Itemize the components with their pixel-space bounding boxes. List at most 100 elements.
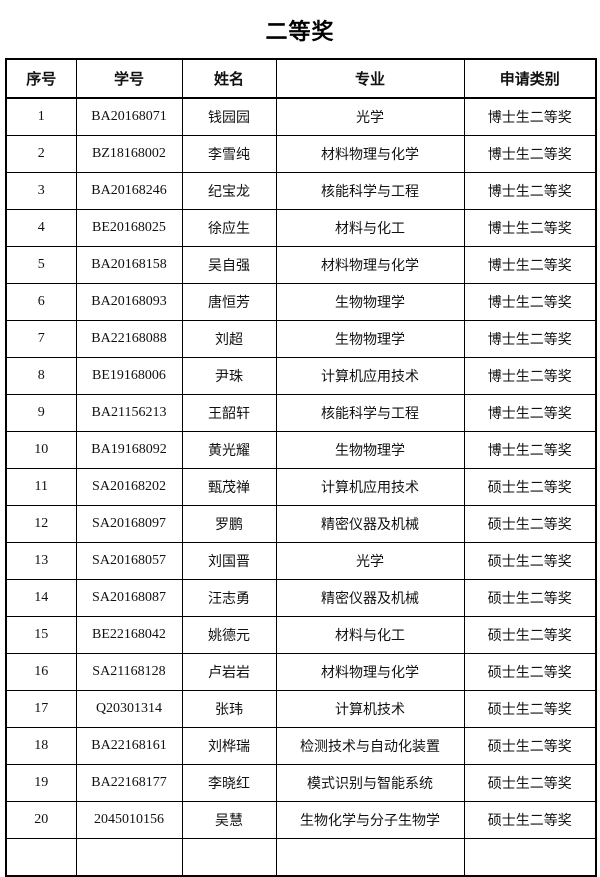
cell-category: 博士生二等奖 xyxy=(463,209,597,247)
cell-student-id: SA20168057 xyxy=(75,542,183,580)
cell-index: 8 xyxy=(5,357,77,395)
cell-index: 17 xyxy=(5,690,77,728)
cell-major: 计算机应用技术 xyxy=(275,468,465,506)
cell-category: 博士生二等奖 xyxy=(463,97,597,136)
cell-student-id: BE22168042 xyxy=(75,616,183,654)
cell-major: 材料与化工 xyxy=(275,616,465,654)
cell-category: 博士生二等奖 xyxy=(463,246,597,284)
cell-name: 卢岩岩 xyxy=(181,653,277,691)
cell-index: 6 xyxy=(5,283,77,321)
cell-major: 精密仪器及机械 xyxy=(275,505,465,543)
cell-category: 博士生二等奖 xyxy=(463,135,597,173)
cell-name xyxy=(181,838,277,877)
cell-name: 王韶轩 xyxy=(181,394,277,432)
cell-index: 12 xyxy=(5,505,77,543)
column-header-student-id: 学号 xyxy=(75,58,183,99)
cell-name: 纪宝龙 xyxy=(181,172,277,210)
cell-student-id: Q20301314 xyxy=(75,690,183,728)
table-row: 13 SA20168057 刘国晋 光学 硕士生二等奖 xyxy=(5,542,597,580)
cell-student-id: 2045010156 xyxy=(75,801,183,839)
cell-name: 汪志勇 xyxy=(181,579,277,617)
cell-index: 9 xyxy=(5,394,77,432)
cell-major: 生物物理学 xyxy=(275,283,465,321)
cell-category: 博士生二等奖 xyxy=(463,172,597,210)
cell-student-id: BE19168006 xyxy=(75,357,183,395)
table-row: 14 SA20168087 汪志勇 精密仪器及机械 硕士生二等奖 xyxy=(5,579,597,617)
cell-major: 精密仪器及机械 xyxy=(275,579,465,617)
cell-major: 检测技术与自动化装置 xyxy=(275,727,465,765)
table-row: 12 SA20168097 罗鹏 精密仪器及机械 硕士生二等奖 xyxy=(5,505,597,543)
cell-student-id: BA20168246 xyxy=(75,172,183,210)
cell-index: 7 xyxy=(5,320,77,358)
column-header-name: 姓名 xyxy=(181,58,277,99)
cell-student-id: SA20168097 xyxy=(75,505,183,543)
page-title: 二等奖 xyxy=(265,19,335,44)
cell-student-id: BA21156213 xyxy=(75,394,183,432)
table-row: 18 BA22168161 刘桦瑞 检测技术与自动化装置 硕士生二等奖 xyxy=(5,727,597,765)
cell-index: 16 xyxy=(5,653,77,691)
cell-category: 硕士生二等奖 xyxy=(463,616,597,654)
column-header-major: 专业 xyxy=(275,58,465,99)
cell-name: 李雪纯 xyxy=(181,135,277,173)
cell-category: 博士生二等奖 xyxy=(463,394,597,432)
cell-category: 硕士生二等奖 xyxy=(463,579,597,617)
cell-student-id: BA19168092 xyxy=(75,431,183,469)
cell-student-id: SA20168202 xyxy=(75,468,183,506)
cell-category: 硕士生二等奖 xyxy=(463,690,597,728)
cell-major: 生物物理学 xyxy=(275,320,465,358)
cell-student-id xyxy=(75,838,183,877)
cell-category: 博士生二等奖 xyxy=(463,320,597,358)
cell-category: 博士生二等奖 xyxy=(463,357,597,395)
table-row: 10 BA19168092 黄光耀 生物物理学 博士生二等奖 xyxy=(5,431,597,469)
table-header-row: 序号 学号 姓名 专业 申请类别 xyxy=(5,58,597,99)
table-row: 7 BA22168088 刘超 生物物理学 博士生二等奖 xyxy=(5,320,597,358)
column-header-category: 申请类别 xyxy=(463,58,597,99)
cell-name: 尹珠 xyxy=(181,357,277,395)
cell-name: 唐恒芳 xyxy=(181,283,277,321)
cell-student-id: SA20168087 xyxy=(75,579,183,617)
cell-category: 博士生二等奖 xyxy=(463,283,597,321)
cell-major: 生物化学与分子生物学 xyxy=(275,801,465,839)
table-row: 4 BE20168025 徐应生 材料与化工 博士生二等奖 xyxy=(5,209,597,247)
table-row: 2 BZ18168002 李雪纯 材料物理与化学 博士生二等奖 xyxy=(5,135,597,173)
cell-category: 硕士生二等奖 xyxy=(463,801,597,839)
cell-student-id: BA22168177 xyxy=(75,764,183,802)
table-row: 1 BA20168071 钱园园 光学 博士生二等奖 xyxy=(5,97,597,136)
cell-index: 15 xyxy=(5,616,77,654)
cell-index: 20 xyxy=(5,801,77,839)
cell-name: 吴慧 xyxy=(181,801,277,839)
cell-name: 罗鹏 xyxy=(181,505,277,543)
table-row: 17 Q20301314 张玮 计算机技术 硕士生二等奖 xyxy=(5,690,597,728)
cell-index: 11 xyxy=(5,468,77,506)
cell-student-id: BA20168158 xyxy=(75,246,183,284)
cell-category xyxy=(463,838,597,877)
cell-major: 计算机技术 xyxy=(275,690,465,728)
table-row: 11 SA20168202 甄茂禅 计算机应用技术 硕士生二等奖 xyxy=(5,468,597,506)
table-row: 19 BA22168177 李晓红 模式识别与智能系统 硕士生二等奖 xyxy=(5,764,597,802)
cell-category: 硕士生二等奖 xyxy=(463,727,597,765)
cell-name: 甄茂禅 xyxy=(181,468,277,506)
table-row: 6 BA20168093 唐恒芳 生物物理学 博士生二等奖 xyxy=(5,283,597,321)
cell-index: 14 xyxy=(5,579,77,617)
cell-major: 核能科学与工程 xyxy=(275,394,465,432)
cell-index: 5 xyxy=(5,246,77,284)
table-row: 9 BA21156213 王韶轩 核能科学与工程 博士生二等奖 xyxy=(5,394,597,432)
cell-name: 徐应生 xyxy=(181,209,277,247)
cell-index: 2 xyxy=(5,135,77,173)
cell-name: 钱园园 xyxy=(181,97,277,136)
cell-major: 材料物理与化学 xyxy=(275,135,465,173)
table-body: 1 BA20168071 钱园园 光学 博士生二等奖 2 BZ18168002 李雪纯 材料物理… xyxy=(5,97,597,877)
cell-index xyxy=(5,838,77,877)
cell-category: 博士生二等奖 xyxy=(463,431,597,469)
cell-index: 3 xyxy=(5,172,77,210)
cell-name: 黄光耀 xyxy=(181,431,277,469)
cell-index: 1 xyxy=(5,97,77,136)
cell-student-id: SA21168128 xyxy=(75,653,183,691)
award-table: 序号 学号 姓名 专业 申请类别 1 BA20168071 钱园园 光学 博士生二等奖 2… xyxy=(5,58,597,877)
cell-index: 4 xyxy=(5,209,77,247)
cell-index: 10 xyxy=(5,431,77,469)
cell-major: 材料物理与化学 xyxy=(275,246,465,284)
cell-major: 材料与化工 xyxy=(275,209,465,247)
cell-major: 光学 xyxy=(275,542,465,580)
cell-name: 姚德元 xyxy=(181,616,277,654)
